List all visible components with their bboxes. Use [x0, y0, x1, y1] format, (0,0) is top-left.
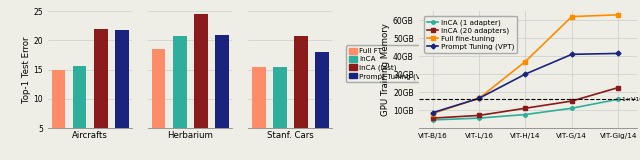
X-axis label: Herbarium: Herbarium [167, 131, 213, 140]
Bar [215, 35, 228, 157]
Line: InCA (20 adapters): InCA (20 adapters) [431, 86, 620, 120]
Bar [173, 36, 186, 157]
Full fine-tuning [614, 14, 622, 16]
InCA (20 adapters) [475, 114, 483, 116]
Bar [52, 70, 65, 157]
InCA (1 adapter) [429, 119, 436, 121]
InCA (1 adapter) [522, 114, 529, 116]
Bar [315, 52, 329, 160]
Bar [252, 67, 266, 160]
Full fine-tuning [522, 60, 529, 62]
Prompt Tuning (VPT) [568, 53, 575, 55]
Y-axis label: GPU Training Memory: GPU Training Memory [381, 23, 390, 116]
Bar [152, 49, 166, 157]
InCA (1 adapter) [614, 98, 622, 100]
Y-axis label: Top-1 Test Error: Top-1 Test Error [22, 36, 31, 103]
Full fine-tuning [568, 16, 575, 18]
Bar [115, 30, 129, 157]
Prompt Tuning (VPT) [429, 112, 436, 114]
X-axis label: Aircrafts: Aircrafts [72, 131, 108, 140]
Line: InCA (1 adapter): InCA (1 adapter) [431, 97, 620, 122]
Full fine-tuning [475, 97, 483, 99]
Prompt Tuning (VPT) [522, 73, 529, 75]
Bar [94, 29, 108, 157]
Prompt Tuning (VPT) [614, 52, 622, 54]
InCA (20 adapters) [568, 100, 575, 102]
Bar [294, 36, 308, 160]
Bar [194, 14, 207, 157]
Bar [73, 65, 86, 157]
InCA (1 adapter) [475, 117, 483, 119]
InCA (20 adapters) [429, 117, 436, 119]
Bar [273, 67, 287, 160]
Text: 1×V100 GPU: 1×V100 GPU [622, 97, 640, 102]
InCA (1 adapter) [568, 107, 575, 109]
Prompt Tuning (VPT) [475, 97, 483, 99]
InCA (20 adapters) [614, 87, 622, 88]
Full fine-tuning [429, 113, 436, 115]
X-axis label: Stanf. Cars: Stanf. Cars [267, 131, 314, 140]
Legend: InCA (1 adapter), InCA (20 adapters), Full fine-tuning, Prompt Tuning (VPT): InCA (1 adapter), InCA (20 adapters), Fu… [424, 16, 517, 53]
Line: Prompt Tuning (VPT): Prompt Tuning (VPT) [431, 52, 620, 114]
Legend: Full FT, InCA, InCA (last), Prompt Tuning (VPT): Full FT, InCA, InCA (last), Prompt Tunin… [346, 45, 436, 82]
InCA (20 adapters) [522, 107, 529, 109]
Line: Full fine-tuning: Full fine-tuning [431, 13, 620, 115]
